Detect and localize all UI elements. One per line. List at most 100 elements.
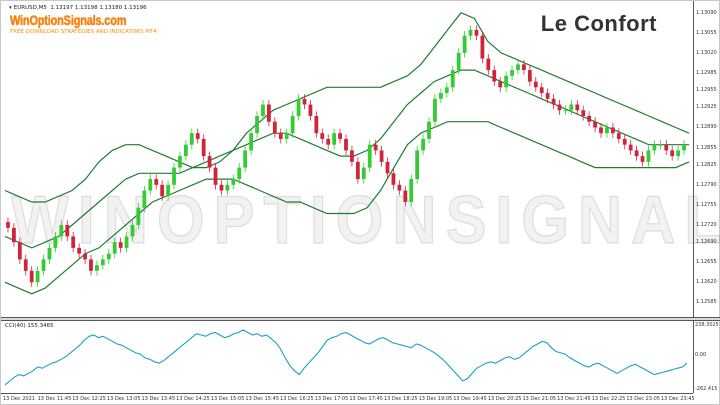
candle-body: [213, 167, 218, 185]
price-tick-label: 1.12985: [696, 69, 717, 76]
candle-body: [17, 242, 22, 260]
candle-body: [255, 115, 259, 134]
candle-body: [605, 127, 609, 134]
candle-body: [456, 52, 461, 71]
time-tick-label: 13 Dec 21:05: [522, 396, 557, 402]
candle-body: [616, 133, 621, 139]
candle-body: [35, 270, 40, 283]
time-tick-label: 13 Dec 19:05: [418, 396, 453, 402]
candle-body: [391, 173, 396, 185]
main-chart-pane[interactable]: WINOPTIONSIGNALS.COM ▾EURUSD,M5 1.13197 …: [1, 1, 720, 317]
candle-body: [332, 133, 337, 145]
candle-body: [41, 259, 46, 271]
time-tick-label: 13 Dec 17:45: [349, 396, 383, 402]
candle-body: [587, 115, 592, 122]
candle-body: [189, 133, 194, 145]
candle-body: [593, 121, 597, 128]
candle-body: [183, 144, 188, 157]
candle-body: [308, 104, 313, 116]
candle-body: [450, 70, 455, 88]
time-tick-label: 13 Dec 13:05: [106, 396, 141, 402]
candle-body: [379, 150, 384, 162]
candle-body: [225, 184, 230, 191]
time-tick-label: 13 Dec 11:45: [37, 396, 72, 402]
candle-body: [462, 35, 467, 53]
candle-body: [504, 75, 509, 88]
candle-body: [640, 156, 645, 162]
candle-body: [201, 138, 206, 157]
candle-body: [29, 270, 34, 283]
cci-chart-svg: [4, 329, 688, 386]
candle-body: [438, 93, 443, 99]
candle-body: [498, 81, 503, 88]
candle-body: [77, 247, 82, 254]
candle-body: [670, 150, 675, 157]
candle-body: [575, 104, 580, 111]
candle-body: [545, 93, 550, 99]
pane-separator[interactable]: [1, 317, 720, 321]
price-tick-label: 1.12755: [696, 201, 717, 208]
candle-body: [367, 144, 372, 168]
candle-body: [154, 179, 159, 185]
symbol-triangle-icon: ▾: [9, 5, 12, 11]
candle-body: [533, 81, 538, 88]
candle-body: [682, 144, 686, 151]
candle-body: [47, 247, 52, 260]
candle-body: [652, 144, 657, 151]
candle-body: [320, 133, 325, 139]
cci-indicator-pane[interactable]: CCI(40) 155.3465: [1, 321, 693, 393]
candle-body: [284, 133, 289, 139]
candle-body: [403, 190, 408, 203]
candle-body: [65, 224, 70, 237]
candle-body: [581, 110, 586, 116]
candle-body: [166, 184, 170, 197]
candle-body: [474, 29, 479, 36]
time-tick-label: 13 Dec 2021: [3, 396, 35, 402]
price-tick-label: 1.12790: [696, 181, 717, 188]
candle-body: [355, 161, 360, 180]
candle-body: [522, 64, 526, 71]
strategy-title: Le Confort: [540, 11, 657, 36]
candle-body: [249, 133, 254, 151]
candle-body: [658, 144, 663, 146]
candle-body: [599, 127, 603, 134]
candle-body: [100, 259, 105, 266]
time-tick-label: 13 Dec 17:05: [314, 396, 349, 402]
time-tick-label: 13 Dec 12:25: [72, 396, 106, 402]
candle-body: [231, 179, 236, 185]
candle-body: [136, 207, 141, 225]
candle-body: [172, 167, 176, 185]
candle-body: [59, 224, 64, 237]
candle-body: [492, 70, 497, 82]
price-tick-label: 1.12620: [696, 279, 717, 286]
candle-body: [89, 259, 93, 271]
time-tick-label: 13 Dec 22:25: [591, 396, 626, 402]
candle-body: [124, 236, 129, 248]
candle-body: [83, 253, 87, 260]
cci-tick-label: 238.3025: [695, 322, 719, 328]
candle-body: [676, 150, 681, 157]
watermark-text: WINOPTIONSIGNALS.COM: [10, 181, 720, 259]
time-tick-label: 13 Dec 14:25: [176, 396, 210, 402]
candle-body: [539, 87, 544, 94]
symbol-info: ▾ EURUSD,M5 1.13197 1.13198 1.13180 1.131…: [9, 5, 147, 11]
candle-body: [516, 64, 520, 71]
cci-axis: 238.3025 0.00 -262.415: [693, 321, 720, 393]
candle-body: [646, 150, 651, 162]
ohlc-values: 1.13197 1.13198 1.13180 1.13196: [50, 5, 147, 11]
candle-body: [385, 161, 390, 174]
candle-body: [106, 253, 111, 260]
candle-body: [148, 179, 153, 191]
cci-label: CCI(40) 155.3465: [5, 323, 54, 329]
candle-body: [551, 98, 556, 105]
price-axis: 1.13090 1.13055 1.13020 1.12985 1.12955 1.129…: [693, 1, 720, 317]
candle-body: [557, 104, 562, 111]
time-tick-label: 13 Dec 20:25: [487, 396, 522, 402]
candle-body: [278, 133, 283, 139]
bollinger-middle-band: [4, 69, 689, 249]
candle-body: [112, 242, 117, 254]
candle-body: [11, 227, 16, 243]
candle-body: [118, 242, 123, 248]
candle-body: [267, 104, 271, 122]
